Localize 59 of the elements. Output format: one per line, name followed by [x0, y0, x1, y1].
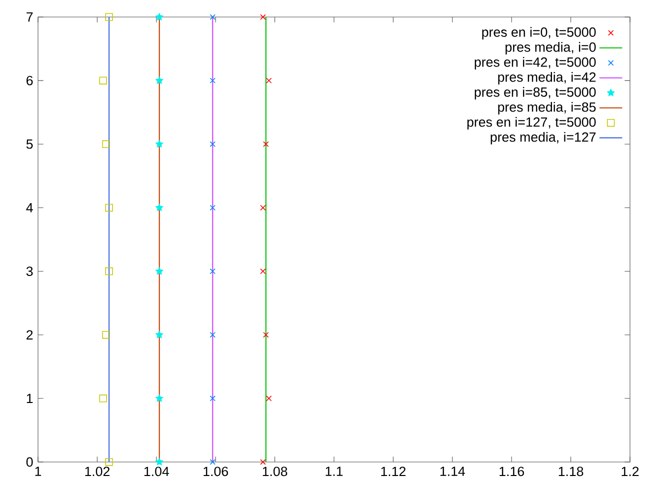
- legend-label: pres media, i=85: [498, 102, 596, 114]
- point: [263, 332, 269, 338]
- point: [266, 396, 272, 402]
- point: [105, 267, 113, 276]
- legend-label: pres media, i=42: [498, 72, 596, 84]
- point: [156, 458, 164, 466]
- legend-label: pres en i=127, t=5000: [467, 117, 596, 130]
- point: [210, 14, 216, 20]
- point: [210, 268, 216, 274]
- x-tick-label: 1.18: [558, 466, 584, 476]
- point: [105, 204, 113, 212]
- x-tick-label: 1.08: [262, 466, 288, 476]
- point: [210, 141, 216, 147]
- point: [156, 13, 164, 20]
- point: [260, 204, 266, 211]
- legend-label: pres media, i=0: [506, 42, 596, 54]
- legend-label: pres media, i=127: [490, 132, 596, 144]
- point: [105, 458, 113, 466]
- point: [210, 78, 216, 84]
- x-tick-label: 1.16: [500, 466, 524, 476]
- y-tick-label: 5: [26, 139, 33, 149]
- point: [260, 459, 266, 465]
- y-tick-label: 3: [26, 266, 33, 276]
- point: [263, 141, 269, 147]
- point: [156, 76, 164, 84]
- point: [156, 267, 164, 274]
- point: [210, 396, 216, 402]
- point: [102, 330, 110, 339]
- legend-label: pres en i=85, t=5000: [474, 87, 596, 100]
- x-tick-label: 1.2: [622, 466, 639, 476]
- y-tick-label: 6: [26, 76, 33, 86]
- y-tick-label: 4: [26, 203, 33, 212]
- point: [156, 204, 164, 211]
- x-tick-label: 1.1: [326, 466, 343, 476]
- point: [156, 330, 164, 338]
- point: [266, 78, 272, 84]
- point: [156, 140, 164, 148]
- y-tick-label: 2: [26, 330, 33, 340]
- point: [102, 140, 110, 148]
- point: [105, 13, 113, 21]
- point: [156, 394, 164, 402]
- y-tick-label: 1: [26, 394, 33, 404]
- y-tick-label: 7: [26, 12, 33, 22]
- point: [210, 332, 216, 338]
- point: [210, 459, 216, 465]
- legend-label: pres en i=42, t=5000: [474, 57, 596, 70]
- x-tick-label: 1.12: [381, 466, 406, 476]
- x-tick-label: 1.02: [85, 466, 110, 476]
- point: [210, 204, 216, 211]
- point: [260, 14, 266, 20]
- y-tick-label: 0: [26, 457, 33, 467]
- x-tick-label: 1.06: [204, 466, 228, 476]
- x-tick-label: 1.14: [440, 466, 465, 476]
- legend-label: pres en i=0, t=5000: [482, 27, 596, 40]
- point: [260, 268, 266, 274]
- x-tick-label: 1: [35, 466, 42, 476]
- point: [99, 394, 107, 402]
- point: [99, 76, 107, 84]
- x-tick-label: 1.04: [144, 466, 169, 476]
